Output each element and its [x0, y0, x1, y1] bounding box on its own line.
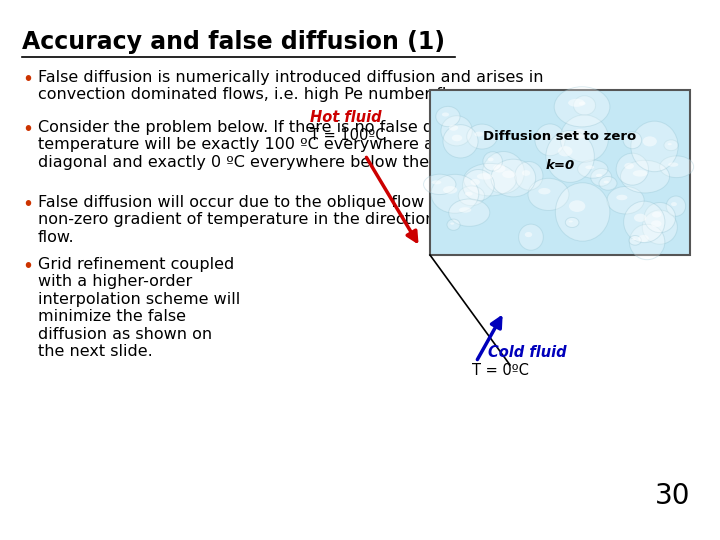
- Ellipse shape: [462, 170, 494, 201]
- Ellipse shape: [577, 160, 608, 178]
- Ellipse shape: [542, 133, 552, 140]
- Ellipse shape: [632, 238, 636, 240]
- Ellipse shape: [616, 153, 649, 185]
- Ellipse shape: [621, 160, 670, 193]
- Text: Hot fluid: Hot fluid: [310, 110, 382, 125]
- Ellipse shape: [477, 173, 492, 180]
- Ellipse shape: [442, 112, 449, 117]
- Text: 30: 30: [654, 482, 690, 510]
- Ellipse shape: [596, 174, 603, 177]
- Ellipse shape: [568, 99, 585, 107]
- Ellipse shape: [554, 87, 610, 127]
- Ellipse shape: [449, 199, 490, 226]
- Ellipse shape: [633, 170, 647, 177]
- Ellipse shape: [539, 188, 551, 194]
- Ellipse shape: [607, 186, 644, 214]
- Text: •: •: [22, 257, 33, 276]
- Ellipse shape: [447, 219, 460, 231]
- Ellipse shape: [616, 195, 627, 200]
- Text: Cold fluid: Cold fluid: [488, 345, 567, 360]
- Ellipse shape: [664, 140, 678, 151]
- Text: False diffusion will occur due to the oblique flow direction and
non-zero gradie: False diffusion will occur due to the ob…: [38, 195, 549, 245]
- Ellipse shape: [590, 168, 612, 186]
- Ellipse shape: [522, 170, 530, 176]
- Ellipse shape: [573, 96, 595, 115]
- Ellipse shape: [558, 146, 572, 157]
- Text: T = 0ºC: T = 0ºC: [472, 363, 529, 378]
- Ellipse shape: [436, 106, 460, 127]
- Ellipse shape: [546, 131, 594, 183]
- Ellipse shape: [629, 224, 665, 260]
- Ellipse shape: [644, 202, 675, 233]
- Ellipse shape: [432, 180, 441, 184]
- Ellipse shape: [482, 152, 524, 193]
- Ellipse shape: [441, 116, 472, 146]
- Ellipse shape: [603, 180, 609, 184]
- Bar: [430, 90, 690, 255]
- Text: Diffusion set to zero: Diffusion set to zero: [483, 130, 636, 143]
- Ellipse shape: [634, 214, 647, 222]
- Ellipse shape: [470, 179, 480, 185]
- Ellipse shape: [631, 121, 678, 172]
- Ellipse shape: [572, 129, 587, 138]
- Ellipse shape: [629, 235, 642, 245]
- Ellipse shape: [483, 152, 503, 171]
- Text: Consider the problem below. If there is no false diffusion, the
temperature will: Consider the problem below. If there is …: [38, 120, 528, 170]
- Ellipse shape: [585, 165, 594, 169]
- Ellipse shape: [464, 164, 516, 196]
- Ellipse shape: [423, 174, 456, 194]
- Ellipse shape: [660, 156, 693, 178]
- Text: False diffusion is numerically introduced diffusion and arises in
convection dom: False diffusion is numerically introduce…: [38, 70, 544, 103]
- Ellipse shape: [443, 125, 478, 158]
- Ellipse shape: [569, 220, 573, 222]
- Ellipse shape: [624, 163, 634, 169]
- Ellipse shape: [474, 132, 484, 137]
- Text: k=0: k=0: [545, 159, 575, 172]
- Ellipse shape: [535, 124, 565, 156]
- Ellipse shape: [525, 232, 532, 237]
- Ellipse shape: [667, 143, 672, 145]
- Ellipse shape: [515, 161, 543, 190]
- Ellipse shape: [467, 124, 498, 149]
- Ellipse shape: [624, 201, 665, 242]
- Ellipse shape: [652, 212, 662, 218]
- Ellipse shape: [449, 125, 458, 131]
- Ellipse shape: [443, 186, 457, 194]
- Ellipse shape: [569, 200, 585, 212]
- Text: •: •: [22, 120, 33, 139]
- Ellipse shape: [555, 183, 610, 241]
- Ellipse shape: [643, 136, 657, 146]
- Ellipse shape: [491, 159, 536, 197]
- Ellipse shape: [459, 207, 472, 213]
- Text: Accuracy and false diffusion (1): Accuracy and false diffusion (1): [22, 30, 445, 54]
- Ellipse shape: [668, 163, 678, 167]
- Ellipse shape: [651, 220, 662, 227]
- Ellipse shape: [642, 210, 678, 244]
- Ellipse shape: [671, 202, 677, 206]
- Ellipse shape: [502, 171, 516, 178]
- Ellipse shape: [458, 186, 485, 206]
- Ellipse shape: [599, 177, 617, 190]
- Text: •: •: [22, 70, 33, 89]
- Ellipse shape: [628, 137, 634, 140]
- Ellipse shape: [666, 196, 685, 216]
- Ellipse shape: [560, 115, 608, 162]
- Ellipse shape: [579, 102, 585, 105]
- Ellipse shape: [451, 134, 462, 141]
- Ellipse shape: [528, 178, 569, 211]
- Ellipse shape: [465, 192, 473, 196]
- Ellipse shape: [493, 164, 505, 172]
- Ellipse shape: [638, 235, 649, 242]
- Ellipse shape: [565, 218, 579, 227]
- Text: Grid refinement coupled
with a higher-order
interpolation scheme will
minimize t: Grid refinement coupled with a higher-or…: [38, 257, 240, 359]
- Text: •: •: [22, 195, 33, 214]
- Text: T = 100ºC: T = 100ºC: [310, 128, 385, 143]
- Ellipse shape: [518, 224, 544, 250]
- Ellipse shape: [488, 158, 494, 161]
- Ellipse shape: [624, 132, 642, 148]
- Ellipse shape: [450, 222, 454, 225]
- Ellipse shape: [431, 174, 479, 213]
